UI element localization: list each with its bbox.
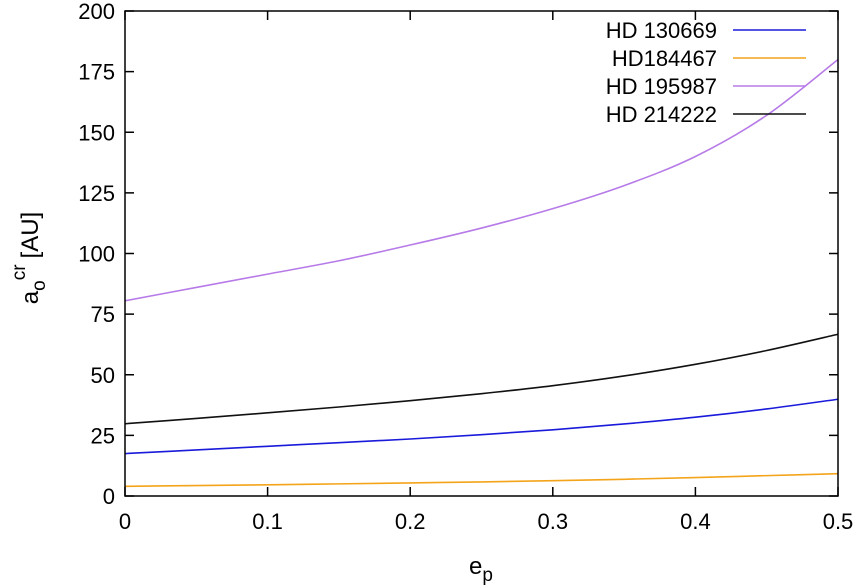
series-line-3 [124, 58, 839, 302]
y-tick-label: 175 [78, 60, 115, 85]
x-axis-label: ep [469, 553, 493, 585]
y-axis-label-sub: o [29, 280, 50, 291]
y-axis-ticks: 0 25 50 75 100 125 150 175 200 [78, 0, 838, 509]
legend-label: HD 195987 [606, 74, 717, 99]
y-axis-label-unit: [AU] [17, 212, 44, 259]
legend-label: HD 130669 [606, 18, 717, 43]
legend-label: HD184467 [612, 46, 717, 71]
x-axis-label-sub: p [482, 565, 493, 585]
x-tick-label: 0.3 [538, 509, 569, 534]
series-lines [124, 58, 839, 488]
y-tick-label: 100 [78, 242, 115, 267]
y-axis-label: aocr [AU] [9, 212, 50, 304]
legend-label: HD 214222 [606, 102, 717, 127]
x-tick-label: 0.1 [252, 509, 283, 534]
y-tick-label: 25 [91, 423, 115, 448]
y-tick-label: 0 [103, 484, 115, 509]
series-line-4 [124, 333, 839, 425]
series-line-2 [124, 472, 839, 488]
x-axis-ticks: 0 0.1 0.2 0.3 0.4 0.5 [119, 11, 853, 534]
y-axis-label-sup: cr [9, 264, 30, 281]
y-axis-label-main: a [17, 290, 44, 304]
x-tick-label: 0 [119, 509, 131, 534]
y-tick-label: 75 [91, 302, 115, 327]
y-tick-label: 50 [91, 363, 115, 388]
y-tick-label: 200 [78, 0, 115, 24]
plot-frame [124, 10, 839, 497]
x-tick-label: 0.2 [395, 509, 426, 534]
x-tick-label: 0.4 [680, 509, 711, 534]
x-tick-label: 0.5 [823, 509, 854, 534]
legend: HD 130669 HD184467 HD 195987 HD 214222 [606, 18, 806, 127]
y-tick-label: 125 [78, 181, 115, 206]
series-line-1 [124, 398, 839, 455]
y-tick-label: 150 [78, 120, 115, 145]
x-axis-label-main: e [469, 553, 482, 580]
